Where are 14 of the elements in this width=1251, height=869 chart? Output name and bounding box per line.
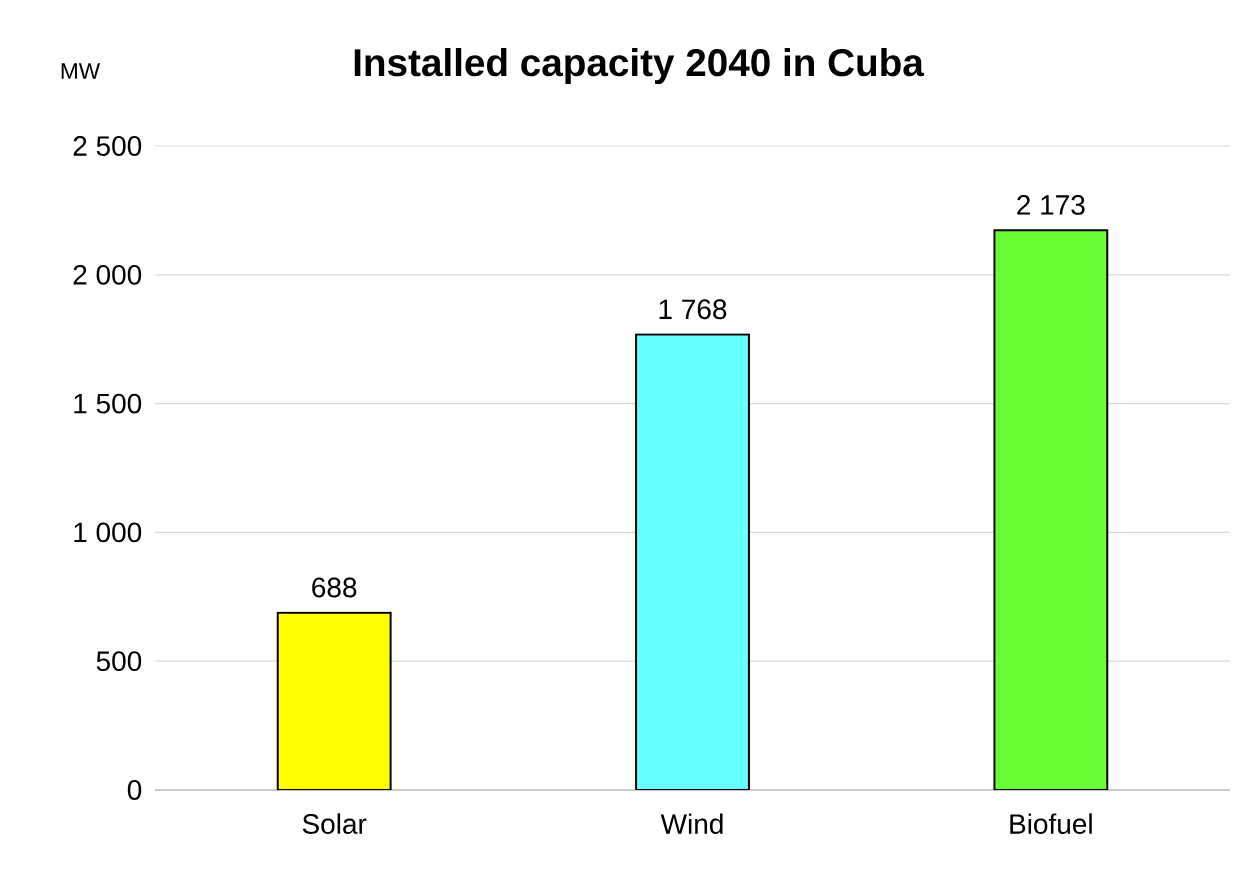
data-label: 2 173 <box>1017 195 1085 215</box>
chart-title: Installed capacity 2040 in Cuba <box>354 47 925 85</box>
y-tick-label: 2 500 <box>73 136 142 156</box>
data-label: 688 <box>312 577 357 598</box>
data-label: 1 768 <box>659 299 727 320</box>
x-tick-label: Solar <box>302 813 367 834</box>
y-tick-label: 1 500 <box>74 393 142 414</box>
x-tick-label: Biofuel <box>1010 813 1092 834</box>
y-tick-label: 2 000 <box>73 264 142 285</box>
y-axis-title: MW <box>61 63 101 79</box>
y-tick-label: 500 <box>96 651 142 672</box>
y-tick-label: 0 <box>127 780 142 800</box>
x-tick-label: Wind <box>660 813 723 834</box>
y-tick-label: 1 000 <box>74 522 142 543</box>
